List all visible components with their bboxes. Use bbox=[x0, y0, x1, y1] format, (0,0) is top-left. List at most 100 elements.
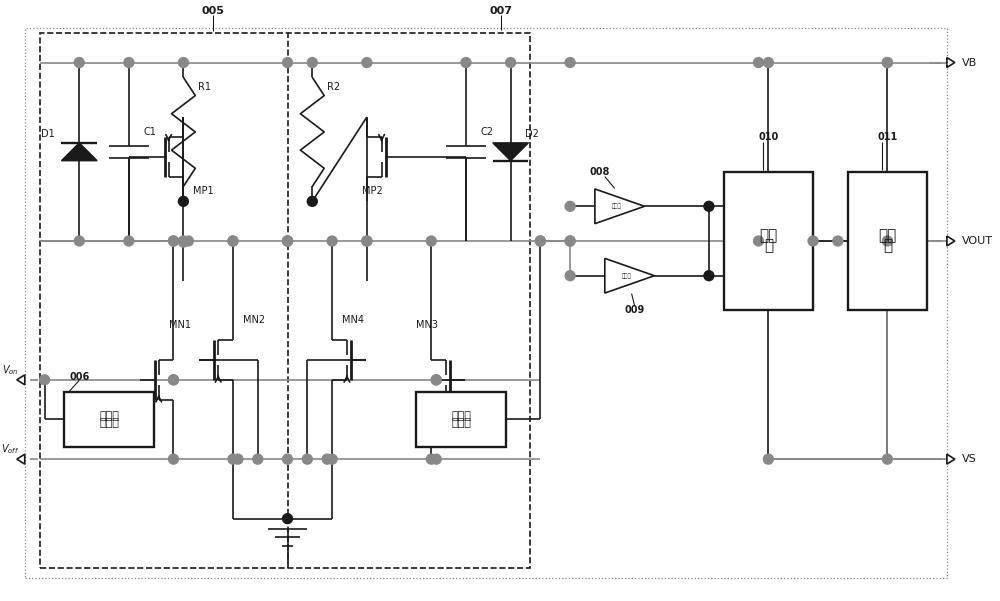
Text: R2: R2 bbox=[327, 82, 340, 93]
Circle shape bbox=[327, 454, 337, 464]
Circle shape bbox=[882, 58, 892, 67]
Bar bbox=[848, 172, 927, 310]
Text: MN2: MN2 bbox=[243, 316, 265, 325]
Text: 006: 006 bbox=[69, 373, 90, 382]
Circle shape bbox=[704, 201, 714, 212]
Circle shape bbox=[763, 58, 773, 67]
Circle shape bbox=[426, 236, 436, 246]
Text: $V_{off}$: $V_{off}$ bbox=[1, 442, 19, 456]
Text: 器: 器 bbox=[764, 239, 773, 254]
Text: 驱动: 驱动 bbox=[878, 228, 897, 243]
Text: D1: D1 bbox=[41, 129, 54, 139]
Circle shape bbox=[283, 514, 292, 523]
Circle shape bbox=[307, 197, 317, 206]
Circle shape bbox=[253, 454, 263, 464]
Text: 010: 010 bbox=[758, 132, 779, 142]
Circle shape bbox=[178, 236, 188, 246]
Circle shape bbox=[40, 375, 50, 385]
Text: R1: R1 bbox=[198, 82, 211, 93]
Text: 011: 011 bbox=[877, 132, 898, 142]
Circle shape bbox=[431, 375, 441, 385]
Circle shape bbox=[169, 375, 178, 385]
Circle shape bbox=[283, 454, 292, 464]
Text: MP1: MP1 bbox=[193, 186, 214, 197]
Text: 时单元: 时单元 bbox=[451, 418, 471, 428]
Circle shape bbox=[228, 236, 238, 246]
Circle shape bbox=[426, 454, 436, 464]
Circle shape bbox=[74, 236, 84, 246]
Circle shape bbox=[307, 58, 317, 67]
Circle shape bbox=[228, 236, 238, 246]
Bar bbox=[724, 172, 813, 310]
Circle shape bbox=[169, 236, 178, 246]
Circle shape bbox=[283, 236, 292, 246]
Text: D2: D2 bbox=[525, 129, 539, 139]
Text: VS: VS bbox=[962, 454, 977, 464]
Circle shape bbox=[302, 454, 312, 464]
Circle shape bbox=[565, 58, 575, 67]
Circle shape bbox=[183, 236, 193, 246]
Circle shape bbox=[808, 236, 818, 246]
Circle shape bbox=[74, 58, 84, 67]
Circle shape bbox=[882, 58, 892, 67]
Text: MP2: MP2 bbox=[362, 186, 383, 197]
Circle shape bbox=[763, 454, 773, 464]
Circle shape bbox=[169, 375, 178, 385]
Text: MN3: MN3 bbox=[416, 320, 438, 331]
Text: 第一延: 第一延 bbox=[99, 411, 119, 421]
Text: 整形变: 整形变 bbox=[622, 273, 631, 278]
Circle shape bbox=[704, 271, 714, 281]
Circle shape bbox=[322, 454, 332, 464]
Bar bbox=[64, 392, 154, 447]
Circle shape bbox=[754, 58, 763, 67]
Circle shape bbox=[362, 58, 372, 67]
Circle shape bbox=[327, 236, 337, 246]
Text: 第二延: 第二延 bbox=[451, 411, 471, 421]
Polygon shape bbox=[493, 143, 528, 160]
Circle shape bbox=[283, 236, 292, 246]
Text: 锁存: 锁存 bbox=[759, 228, 778, 243]
Circle shape bbox=[506, 58, 516, 67]
Circle shape bbox=[565, 201, 575, 212]
Text: 009: 009 bbox=[624, 305, 645, 316]
Circle shape bbox=[124, 236, 134, 246]
Circle shape bbox=[461, 58, 471, 67]
Circle shape bbox=[124, 58, 134, 67]
Circle shape bbox=[362, 236, 372, 246]
Circle shape bbox=[362, 236, 372, 246]
Text: VOUT: VOUT bbox=[962, 236, 993, 246]
Text: 时单元: 时单元 bbox=[99, 418, 119, 428]
Circle shape bbox=[178, 237, 188, 247]
Circle shape bbox=[169, 236, 178, 246]
Circle shape bbox=[283, 236, 292, 246]
Text: C2: C2 bbox=[481, 127, 494, 137]
Circle shape bbox=[178, 197, 188, 206]
Circle shape bbox=[565, 271, 575, 281]
Text: MN4: MN4 bbox=[342, 316, 364, 325]
Circle shape bbox=[431, 375, 441, 385]
Circle shape bbox=[754, 236, 763, 246]
Text: 整形变: 整形变 bbox=[612, 204, 622, 209]
Text: 008: 008 bbox=[590, 166, 610, 177]
Bar bbox=[416, 392, 506, 447]
Circle shape bbox=[169, 454, 178, 464]
Text: 007: 007 bbox=[489, 6, 512, 16]
Circle shape bbox=[833, 236, 843, 246]
Text: $V_{on}$: $V_{on}$ bbox=[2, 363, 18, 377]
Text: 器: 器 bbox=[883, 239, 892, 254]
Circle shape bbox=[882, 236, 892, 246]
Circle shape bbox=[431, 454, 441, 464]
Text: MN1: MN1 bbox=[169, 320, 191, 331]
Circle shape bbox=[233, 454, 243, 464]
Circle shape bbox=[882, 454, 892, 464]
Circle shape bbox=[565, 236, 575, 246]
Polygon shape bbox=[61, 143, 97, 160]
Circle shape bbox=[228, 454, 238, 464]
Circle shape bbox=[565, 236, 575, 246]
Text: C1: C1 bbox=[144, 127, 157, 137]
Text: VB: VB bbox=[962, 58, 977, 67]
Bar bbox=[40, 33, 530, 568]
Circle shape bbox=[178, 58, 188, 67]
Text: 005: 005 bbox=[202, 6, 225, 16]
Circle shape bbox=[283, 58, 292, 67]
